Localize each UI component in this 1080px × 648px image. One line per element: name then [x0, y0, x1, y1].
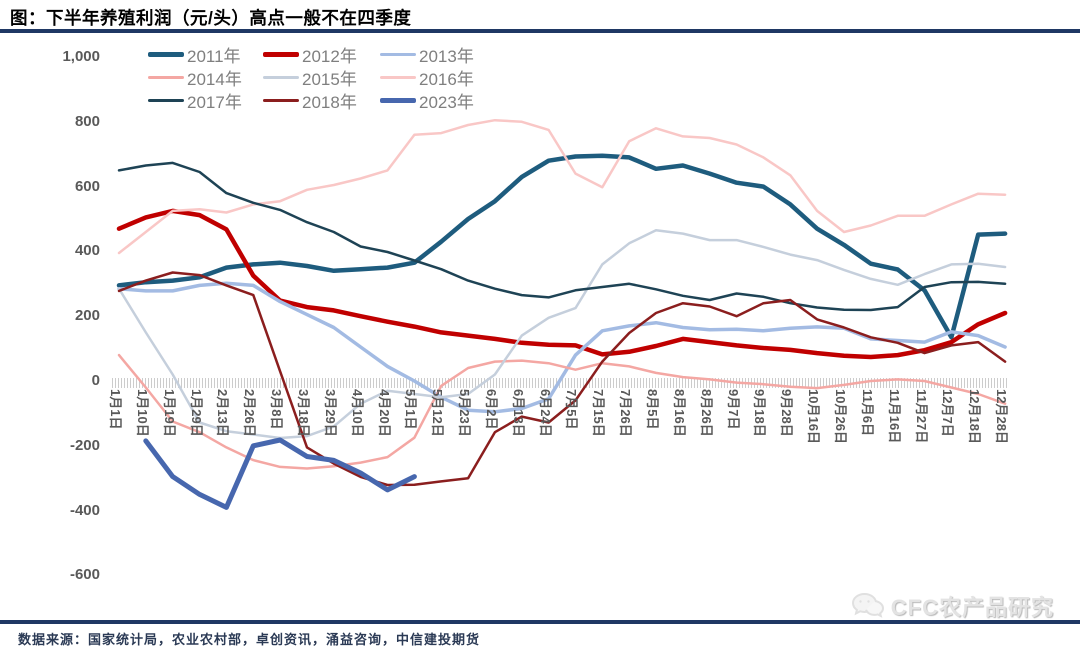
x-tick-label: 12月7日 — [940, 389, 956, 437]
x-tick-label: 11月27日 — [913, 389, 929, 444]
x-tick-label: 5月12日 — [430, 389, 446, 437]
legend-swatch-2012年 — [263, 52, 299, 57]
y-tick-label: 0 — [91, 372, 100, 389]
x-tick-label: 3月18日 — [295, 389, 311, 437]
legend-swatch-2015年 — [263, 76, 299, 79]
y-tick-label: 600 — [74, 177, 100, 195]
x-tick-label: 9月18日 — [752, 389, 768, 437]
legend-label: 2018年 — [302, 93, 357, 112]
watermark-label: CFC农产品研究 — [890, 595, 1054, 620]
y-tick-label: -200 — [69, 436, 100, 454]
y-tick-label: 800 — [74, 112, 100, 130]
x-tick-label: 6月24日 — [537, 389, 553, 437]
legend-swatch-2016年 — [380, 76, 416, 79]
legend-item-2013年: 2013年 — [380, 42, 474, 67]
legend-label: 2014年 — [187, 70, 242, 89]
wechat-chat-bubbles-icon — [851, 592, 884, 618]
x-tick-label: 10月26日 — [832, 389, 848, 444]
x-tick-label: 5月1日 — [403, 389, 419, 430]
x-tick-label: 12月18日 — [967, 389, 983, 444]
legend-swatch-2014年 — [148, 76, 184, 79]
legend-swatch-2023年 — [380, 98, 416, 103]
legend-label: 2017年 — [187, 93, 242, 112]
y-tick-label: 400 — [74, 242, 100, 260]
legend-label: 2015年 — [302, 70, 357, 89]
x-tick-label: 8月16日 — [671, 389, 687, 437]
top-divider — [0, 29, 1080, 33]
x-tick-label: 4月10日 — [349, 389, 365, 437]
x-tick-label: 7月15日 — [591, 389, 607, 437]
page-title: 图：下半年养殖利润（元/头）高点一般不在四季度 — [10, 8, 412, 28]
y-tick-label: -600 — [69, 566, 100, 584]
x-tick-label: 4月20日 — [376, 389, 392, 437]
y-tick-label: 200 — [74, 307, 100, 325]
y-tick-label: -400 — [69, 501, 100, 519]
x-tick-label: 8月26日 — [698, 389, 714, 437]
legend-label: 2012年 — [302, 47, 357, 66]
bottom-divider — [0, 620, 1080, 624]
series-line-2014年 — [117, 353, 1007, 470]
series-line-2016年 — [117, 118, 1007, 255]
x-tick-label: 1月10日 — [134, 389, 150, 437]
legend-swatch-2017年 — [148, 99, 184, 102]
legend-item-2014年: 2014年 — [148, 65, 242, 90]
legend-swatch-2011年 — [148, 52, 184, 57]
legend-item-2015年: 2015年 — [263, 65, 357, 90]
x-tick-label: 7月5日 — [564, 389, 580, 430]
legend-item-2018年: 2018年 — [263, 88, 357, 113]
x-tick-label: 9月7日 — [725, 389, 741, 430]
series-line-2018年 — [117, 271, 1007, 487]
y-tick-label: 1,000 — [62, 48, 100, 65]
x-tick-label: 10月16日 — [806, 389, 822, 444]
x-tick-label: 9月28日 — [779, 389, 795, 437]
legend-item-2012年: 2012年 — [263, 42, 357, 67]
legend-item-2011年: 2011年 — [148, 42, 241, 67]
legend-label: 2016年 — [419, 70, 474, 89]
data-source-note: 数据来源：国家统计局，农业农村部，卓创资讯，涌益咨询，中信建投期货 — [18, 632, 481, 647]
legend-item-2023年: 2023年 — [380, 88, 474, 113]
x-tick-label: 5月23日 — [457, 389, 473, 437]
series-line-2012年 — [116, 208, 1008, 360]
legend-label: 2013年 — [419, 47, 474, 66]
legend-item-2017年: 2017年 — [148, 88, 242, 113]
x-tick-label: 1月19日 — [161, 389, 177, 437]
series-line-2011年 — [116, 153, 1008, 340]
legend-swatch-2013年 — [380, 52, 416, 57]
series-line-2017年 — [117, 161, 1007, 312]
legend-item-2016年: 2016年 — [380, 65, 474, 90]
legend-label: 2023年 — [419, 93, 474, 112]
x-tick-label: 11月6日 — [859, 389, 875, 436]
series-line-2015年 — [117, 229, 1007, 440]
x-tick-label: 3月8日 — [269, 389, 285, 430]
legend-swatch-2018年 — [263, 99, 299, 102]
x-tick-label: 3月29日 — [322, 389, 338, 437]
legend-label: 2011年 — [187, 47, 241, 66]
series-line-2023年 — [143, 437, 417, 510]
x-tick-label: 6月13日 — [510, 389, 526, 437]
x-tick-label: 2月26日 — [242, 389, 258, 437]
x-tick-label: 1月29日 — [188, 389, 204, 437]
x-tick-label: 8月5日 — [645, 389, 660, 430]
x-tick-label: 1月1日 — [108, 389, 123, 430]
x-tick-label: 12月28日 — [994, 389, 1010, 444]
x-tick-label: 2月13日 — [215, 389, 231, 437]
x-tick-label: 11月16日 — [886, 389, 902, 444]
x-tick-label: 7月26日 — [618, 389, 634, 437]
watermark: CFC农产品研究 — [851, 590, 1054, 622]
x-tick-label: 6月2日 — [483, 389, 499, 430]
